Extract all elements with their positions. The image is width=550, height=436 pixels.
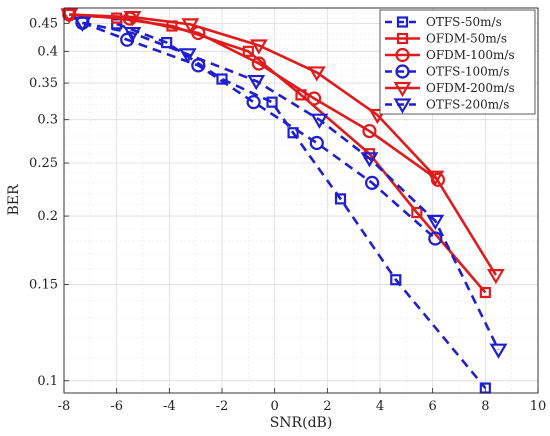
data-point-marker (486, 269, 505, 285)
x-tick-label: 10 (530, 399, 547, 414)
data-point-marker (247, 74, 266, 91)
series-otfs-100m-s (75, 15, 443, 246)
legend-marker (395, 64, 410, 79)
x-tick-label: 8 (481, 399, 489, 414)
data-point-marker (266, 96, 278, 108)
legend-entry-label: OFDM-100m/s (426, 48, 515, 62)
data-point-marker (216, 73, 228, 85)
y-tick-label: 0.45 (29, 16, 58, 31)
data-point-marker (73, 16, 92, 32)
x-tick-label: 6 (429, 399, 437, 414)
x-tick-label: -4 (163, 399, 176, 414)
data-point-marker (365, 175, 380, 190)
legend-marker (393, 98, 412, 114)
series-line (69, 13, 497, 276)
data-point-marker (426, 170, 445, 186)
data-point-marker (411, 206, 423, 219)
x-tick-label: -8 (58, 399, 71, 414)
y-tick-label: 0.2 (37, 209, 58, 224)
legend-entry-label: OTFS-50m/s (426, 15, 502, 29)
legend-marker (396, 32, 409, 45)
series-ofdm-200m-s (60, 8, 505, 285)
data-point-marker (390, 274, 402, 286)
data-point-marker (123, 10, 142, 27)
y-tick-label: 0.35 (29, 76, 58, 91)
legend-entry-label: OTFS-200m/s (426, 98, 509, 112)
data-point-marker (307, 91, 322, 106)
data-point-marker (178, 48, 197, 64)
data-point-marker (360, 152, 379, 168)
legend-marker (395, 47, 410, 63)
y-tick-label: 0.25 (29, 156, 58, 171)
data-point-marker (310, 113, 329, 129)
x-tick-label: -2 (216, 399, 229, 414)
data-point-marker (242, 45, 254, 57)
legend-marker (393, 81, 412, 98)
x-tick-label: -6 (110, 399, 123, 414)
data-point-marker (246, 95, 261, 110)
y-tick-label: 0.4 (37, 44, 58, 59)
data-point-marker (426, 214, 445, 231)
data-point-marker (362, 123, 377, 139)
legend-entry-label: OTFS-100m/s (426, 65, 509, 79)
data-point-marker (123, 26, 142, 43)
x-axis-label: SNR(dB) (270, 415, 333, 431)
x-tick-label: 4 (376, 399, 384, 414)
data-point-marker (489, 343, 508, 359)
legend-entry-label: OFDM-50m/s (426, 32, 507, 46)
axis-ticks: -8 -6 -4 -2 0 2 4 6 8 10 0.1 0.15 0.2 0.25 0.3 0.35 0.4 0… (29, 16, 546, 414)
data-point-marker (307, 66, 326, 82)
series-line (82, 21, 500, 351)
x-tick-label: 2 (323, 399, 331, 414)
grid-lines (63, 8, 539, 393)
legend-marker (396, 16, 409, 28)
data-point-marker (161, 36, 173, 49)
y-axis-label: BER (6, 184, 22, 216)
series-line (81, 21, 437, 240)
y-tick-label: 0.3 (37, 113, 58, 128)
data-point-marker (60, 8, 79, 24)
data-point-marker (309, 135, 324, 151)
data-point-marker (368, 108, 387, 125)
legend: OTFS-50m/s OFDM-50m/s OFDM-100m/s OTFS-100m… (379, 9, 536, 115)
data-point-marker (287, 127, 299, 139)
data-point-marker (428, 231, 443, 246)
y-tick-label: 0.1 (37, 374, 58, 389)
y-tick-label: 0.15 (29, 277, 58, 292)
series-group (60, 7, 508, 394)
data-point-marker (479, 286, 491, 299)
data-point-marker (251, 56, 266, 71)
data-point-marker (334, 193, 347, 205)
legend-entry-label: OFDM-200m/s (426, 81, 515, 95)
data-point-marker (181, 18, 200, 34)
plot-frame (63, 7, 539, 394)
data-point-marker (249, 39, 268, 55)
series-otfs-200m-s (73, 16, 508, 359)
x-tick-label: 0 (271, 399, 279, 414)
